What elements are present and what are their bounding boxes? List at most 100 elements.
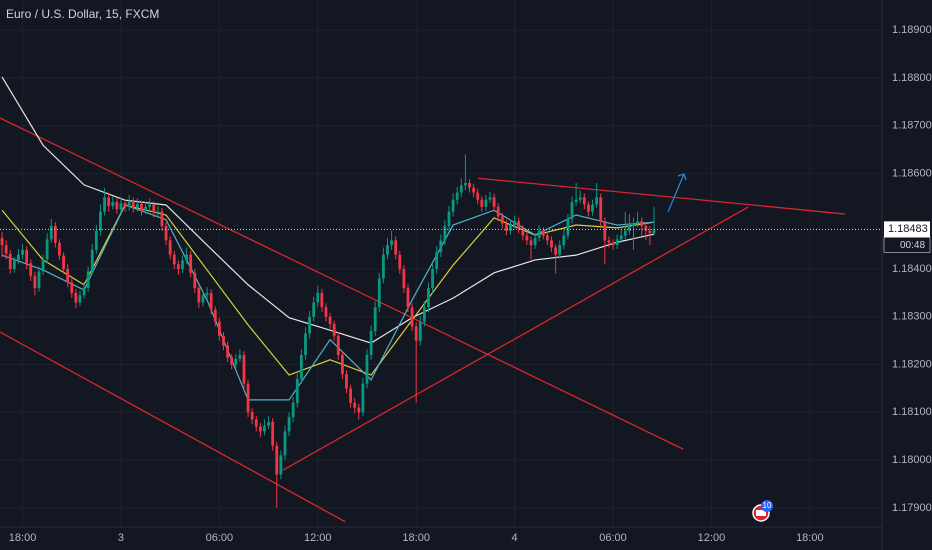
candle-body: [541, 230, 545, 236]
candle-body: [320, 292, 324, 308]
candle-body: [517, 221, 521, 229]
x-tick-label: 18:00: [9, 532, 37, 544]
event-flag-stripe: [756, 510, 766, 516]
candle-body: [582, 197, 586, 205]
candle-body: [287, 417, 291, 432]
candle-body: [591, 204, 594, 212]
candle-body: [275, 445, 279, 475]
candle-body: [377, 278, 381, 308]
y-tick-label: 1.18000: [892, 454, 932, 466]
candle-body: [123, 203, 127, 207]
candle-body: [574, 199, 578, 203]
candle-body: [33, 276, 37, 289]
plot-area: [0, 76, 882, 523]
candle-body: [271, 421, 275, 446]
chart-title: Euro / U.S. Dollar, 15, FXCM: [6, 7, 159, 21]
x-tick-label: 06:00: [599, 532, 627, 544]
candle-body: [431, 268, 434, 289]
candle-body: [636, 221, 640, 224]
arrow-head: [677, 173, 687, 181]
candle-body: [390, 240, 393, 246]
candle-body: [447, 211, 451, 226]
candle-body: [328, 316, 332, 324]
candle-body: [217, 321, 221, 336]
last-price-box: [884, 221, 930, 238]
candle-body: [21, 249, 24, 255]
candle-body: [558, 245, 562, 255]
candle-body: [611, 242, 615, 246]
candle-body: [488, 197, 492, 200]
candle-body: [345, 374, 348, 389]
candle-body: [628, 225, 631, 231]
trendline: [282, 206, 749, 471]
last-price-label: 1.18483: [888, 223, 928, 235]
candle-body: [324, 307, 328, 317]
candle-body: [369, 331, 373, 355]
candle-body: [312, 302, 316, 317]
candle-body: [291, 402, 295, 418]
x-tick-label: 12:00: [698, 532, 726, 544]
grid: [0, 0, 882, 527]
candle-body: [197, 288, 201, 303]
candle-body: [49, 225, 53, 240]
candle-body: [455, 192, 459, 200]
candle-body: [53, 225, 57, 243]
candle-body: [587, 204, 590, 212]
candle-body: [644, 225, 648, 231]
candle-body: [578, 197, 582, 200]
candle-body: [648, 230, 652, 234]
candle-body: [181, 260, 184, 269]
candle-body: [222, 335, 225, 346]
forecast-arrow: [667, 173, 687, 213]
candle-body: [468, 182, 471, 188]
candle-body: [254, 419, 258, 427]
candle-body: [226, 345, 229, 358]
candle-body: [336, 335, 340, 355]
candle-body: [394, 240, 398, 255]
candle-body: [615, 239, 619, 246]
candle-body: [402, 268, 406, 289]
trendline: [478, 177, 846, 215]
candle-body: [435, 252, 439, 269]
candle-body: [258, 426, 262, 432]
candle-body: [0, 237, 4, 246]
candle-body: [533, 237, 537, 246]
candle-body: [86, 271, 90, 289]
y-tick-label: 1.18800: [892, 72, 932, 84]
candle-body: [406, 288, 410, 308]
candle-body: [550, 240, 553, 248]
candle-body: [505, 223, 508, 231]
candle-body: [340, 354, 344, 375]
candle-body: [619, 235, 623, 240]
candle-body: [308, 316, 311, 334]
candle-body: [422, 307, 426, 322]
candle-body: [279, 455, 283, 475]
candle-body: [238, 354, 242, 359]
candle-body: [213, 309, 217, 322]
candle-body: [201, 295, 205, 303]
candle-body: [172, 254, 176, 265]
candle-body: [459, 185, 463, 193]
candle-body: [156, 211, 160, 213]
candle-body: [8, 253, 12, 269]
candle-body: [295, 378, 299, 403]
candle-body: [283, 431, 287, 456]
candle-body: [386, 245, 389, 255]
candle-body: [570, 202, 574, 219]
y-tick-label: 1.18100: [892, 406, 932, 418]
candle-body: [4, 245, 8, 254]
candle-body: [607, 240, 611, 243]
candle-body: [115, 202, 119, 210]
candle-body: [168, 240, 172, 255]
candle-body: [189, 254, 193, 273]
candle-body: [632, 223, 635, 226]
candle-body: [509, 225, 512, 231]
candle-body: [193, 272, 197, 289]
candle-body: [414, 326, 418, 341]
candle-body: [205, 292, 209, 296]
candle-body: [365, 354, 369, 384]
candle-body: [12, 260, 16, 269]
candle-body: [267, 421, 270, 426]
candle-body: [521, 228, 525, 236]
